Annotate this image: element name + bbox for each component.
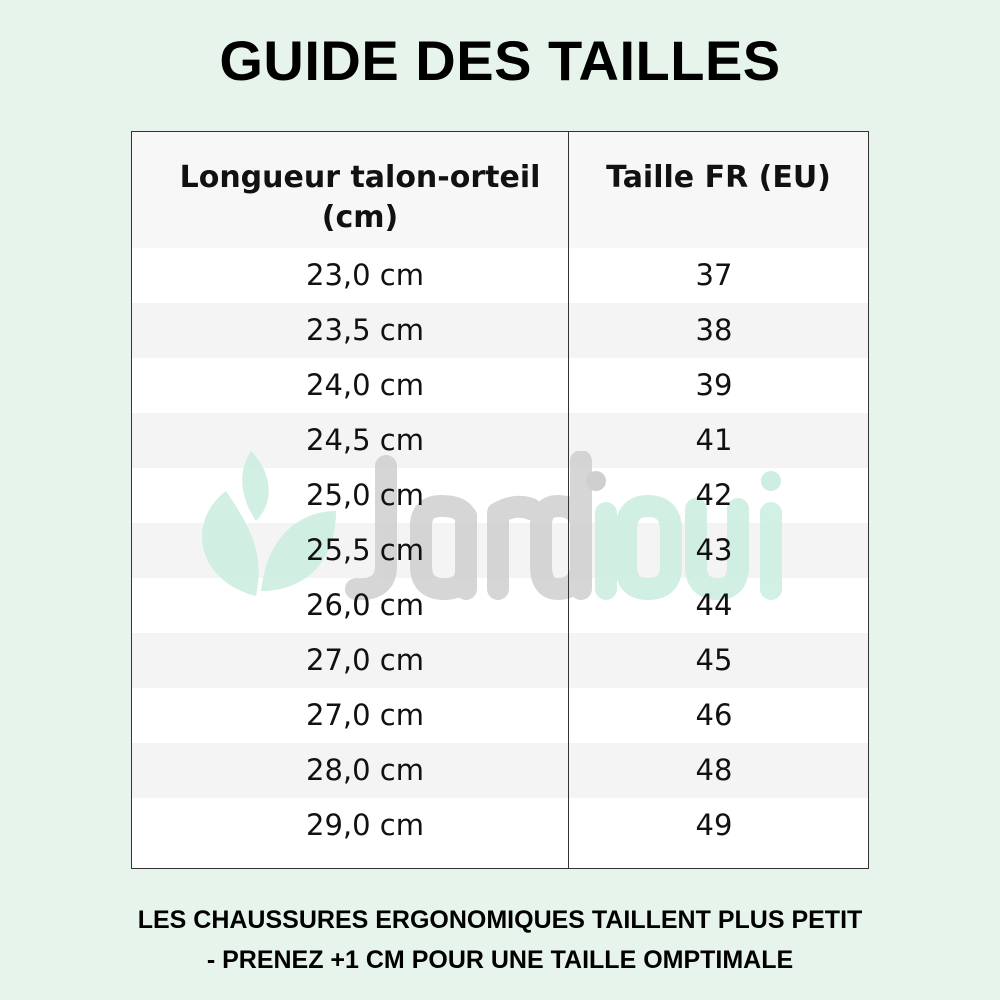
size-cell: 42 <box>695 478 733 512</box>
length-cell: 25,5 cm <box>306 533 424 567</box>
size-cell: 44 <box>695 588 733 622</box>
length-cell: 23,0 cm <box>306 258 424 292</box>
table-row: 24,5 cm 41 <box>132 413 868 468</box>
page-title: GUIDE DES TAILLES <box>219 29 781 92</box>
length-cell: 29,0 cm <box>306 808 424 842</box>
size-table: Longueur talon-orteil (cm) Taille FR (EU… <box>131 131 869 869</box>
table-row: 23,0 cm 37 <box>132 248 868 303</box>
size-cell: 39 <box>695 368 733 402</box>
size-cell: 48 <box>695 753 733 787</box>
table-row: 23,5 cm 38 <box>132 303 868 358</box>
header-size: Taille FR (EU) <box>606 160 831 195</box>
table-row: 26,0 cm 44 <box>132 578 868 633</box>
table-row: 27,0 cm 46 <box>132 688 868 743</box>
footer-note: LES CHAUSSURES ERGONOMIQUES TAILLENT PLU… <box>0 900 1000 980</box>
table-header: Longueur talon-orteil (cm) Taille FR (EU… <box>132 132 868 248</box>
table-row: 24,0 cm 39 <box>132 358 868 413</box>
size-cell: 49 <box>695 808 733 842</box>
footer-line-1: LES CHAUSSURES ERGONOMIQUES TAILLENT PLU… <box>137 906 863 934</box>
length-cell: 26,0 cm <box>306 588 424 622</box>
column-divider <box>568 132 569 868</box>
size-cell: 38 <box>695 313 733 347</box>
length-cell: 25,0 cm <box>306 478 424 512</box>
table-row: 27,0 cm 45 <box>132 633 868 688</box>
table-row: 25,0 cm 42 <box>132 468 868 523</box>
table-row: 29,0 cm 49 <box>132 798 868 853</box>
length-cell: 28,0 cm <box>306 753 424 787</box>
size-cell: 41 <box>695 423 733 457</box>
header-length: Longueur talon-orteil (cm) <box>179 160 541 235</box>
size-cell: 43 <box>695 533 733 567</box>
size-cell: 37 <box>695 258 733 292</box>
length-cell: 23,5 cm <box>306 313 424 347</box>
table-row: 25,5 cm 43 <box>132 523 868 578</box>
length-cell: 27,0 cm <box>306 643 424 677</box>
length-cell: 24,5 cm <box>306 423 424 457</box>
footer-line-2: - PRENEZ +1 CM POUR UNE TAILLE OMPTIMALE <box>206 946 794 974</box>
table-row: 28,0 cm 48 <box>132 743 868 798</box>
length-cell: 24,0 cm <box>306 368 424 402</box>
length-cell: 27,0 cm <box>306 698 424 732</box>
size-cell: 46 <box>695 698 733 732</box>
size-cell: 45 <box>695 643 733 677</box>
